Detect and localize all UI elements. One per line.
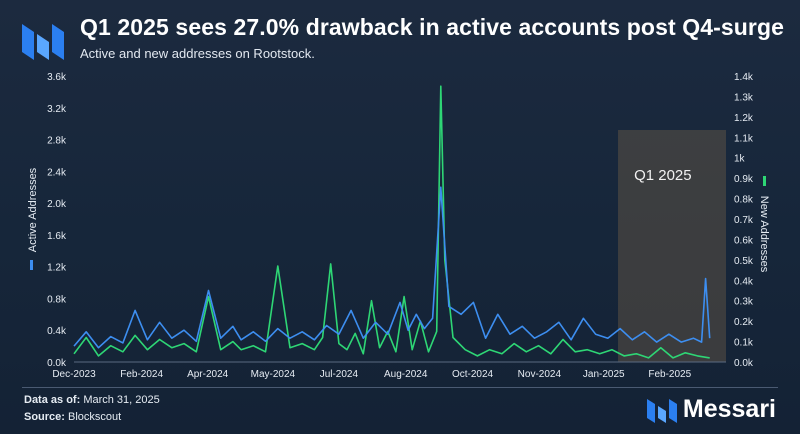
y-right-tick-label: 0.5k [734,256,754,267]
x-tick-label: Jan-2025 [583,369,625,380]
y-right-tick-label: 0.4k [734,276,754,287]
data-as-of-line: Data as of: March 31, 2025 [24,394,160,406]
chart-subtitle: Active and new addresses on Rootstock. [80,46,315,61]
x-tick-label: Aug-2024 [384,369,428,380]
y-right-tick-label: 0.3k [734,297,754,308]
y-right-tick-label: 0.6k [734,235,754,246]
footer-divider [22,387,778,388]
x-tick-label: Feb-2024 [120,369,163,380]
y-left-tick-label: 0.4k [47,326,67,337]
messari-mark-icon [646,398,677,423]
y-right-tick-label: 0.7k [734,215,754,226]
active-addresses-line [73,186,711,349]
active-addresses-legend-marker [30,260,33,270]
y-left-tick-label: 2.4k [47,167,67,178]
source-label: Source: [24,411,65,423]
source-value: Blockscout [68,411,122,423]
y-right-tick-label: 0.9k [734,174,754,185]
x-tick-label: May-2024 [251,369,296,380]
new-addresses-legend-marker [763,176,766,186]
data-as-of-label: Data as of: [24,394,81,406]
y-right-tick-label: 0.1k [734,338,754,349]
y-right-tick-label: 0.8k [734,195,754,206]
data-as-of-value: March 31, 2025 [83,394,160,406]
y-left-axis-label: Active Addresses [27,167,39,252]
y-right-tick-label: 1k [734,154,746,165]
x-tick-label: Apr-2024 [187,369,229,380]
y-right-tick-label: 1.4k [734,72,754,83]
brand: Messari [646,395,776,424]
y-left-tick-label: 2.8k [47,136,67,147]
y-left-tick-label: 0.8k [47,294,67,305]
messari-logo-icon [22,24,64,60]
y-right-tick-label: 1.3k [734,92,754,103]
brand-name: Messari [682,395,776,423]
y-left-tick-label: 2.0k [47,199,67,210]
new-addresses-line [73,85,710,359]
x-tick-label: Feb-2025 [648,369,691,380]
y-right-tick-label: 0.2k [734,317,754,328]
y-right-axis-label: New Addresses [758,196,770,273]
q1-2025-highlight-band [618,130,726,362]
x-tick-label: Nov-2024 [518,369,562,380]
x-tick-label: Oct-2024 [452,369,494,380]
source-line: Source: Blockscout [24,411,121,423]
y-right-tick-label: 0.0k [734,358,754,369]
q1-2025-highlight-label: Q1 2025 [634,167,692,184]
x-tick-label: Dec-2023 [52,369,96,380]
y-left-tick-label: 3.6k [47,72,67,83]
chart-title: Q1 2025 sees 27.0% drawback in active ac… [80,14,784,40]
y-left-tick-label: 1.2k [47,263,67,274]
x-tick-label: Jul-2024 [320,369,359,380]
y-left-tick-label: 0.0k [47,358,67,369]
y-right-tick-label: 1.1k [734,133,754,144]
y-left-tick-label: 1.6k [47,231,67,242]
y-left-tick-label: 3.2k [47,104,67,115]
y-right-tick-label: 1.2k [734,113,754,124]
